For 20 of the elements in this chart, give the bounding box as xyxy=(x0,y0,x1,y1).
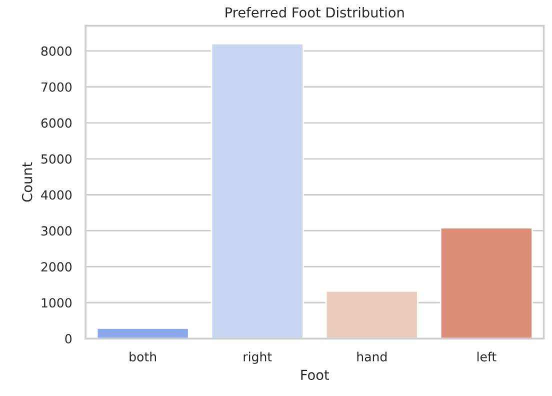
y-tick-label: 3000 xyxy=(41,226,72,236)
bar xyxy=(96,327,190,339)
y-tick-label: 6000 xyxy=(41,118,72,128)
x-tick-label: both xyxy=(130,352,156,362)
bar xyxy=(440,227,533,339)
y-tick-label: 8000 xyxy=(41,46,72,56)
x-tick-label: left xyxy=(477,352,496,362)
y-tick-label: 7000 xyxy=(42,82,72,92)
bar xyxy=(210,43,304,339)
y-tick-label: 4000 xyxy=(41,190,72,200)
y-tick-label: 2000 xyxy=(41,262,72,272)
y-axis-title: Count xyxy=(22,162,32,202)
y-tick-label: 0 xyxy=(65,334,72,344)
chart-title: Preferred Foot Distribution xyxy=(226,7,404,18)
y-tick-label: 5000 xyxy=(41,154,72,164)
y-tick-label: 1000 xyxy=(42,298,72,308)
x-tick-label: right xyxy=(244,352,272,364)
x-tick-label: hand xyxy=(357,352,387,362)
bar xyxy=(325,290,418,339)
x-axis-title: Foot xyxy=(301,370,330,380)
